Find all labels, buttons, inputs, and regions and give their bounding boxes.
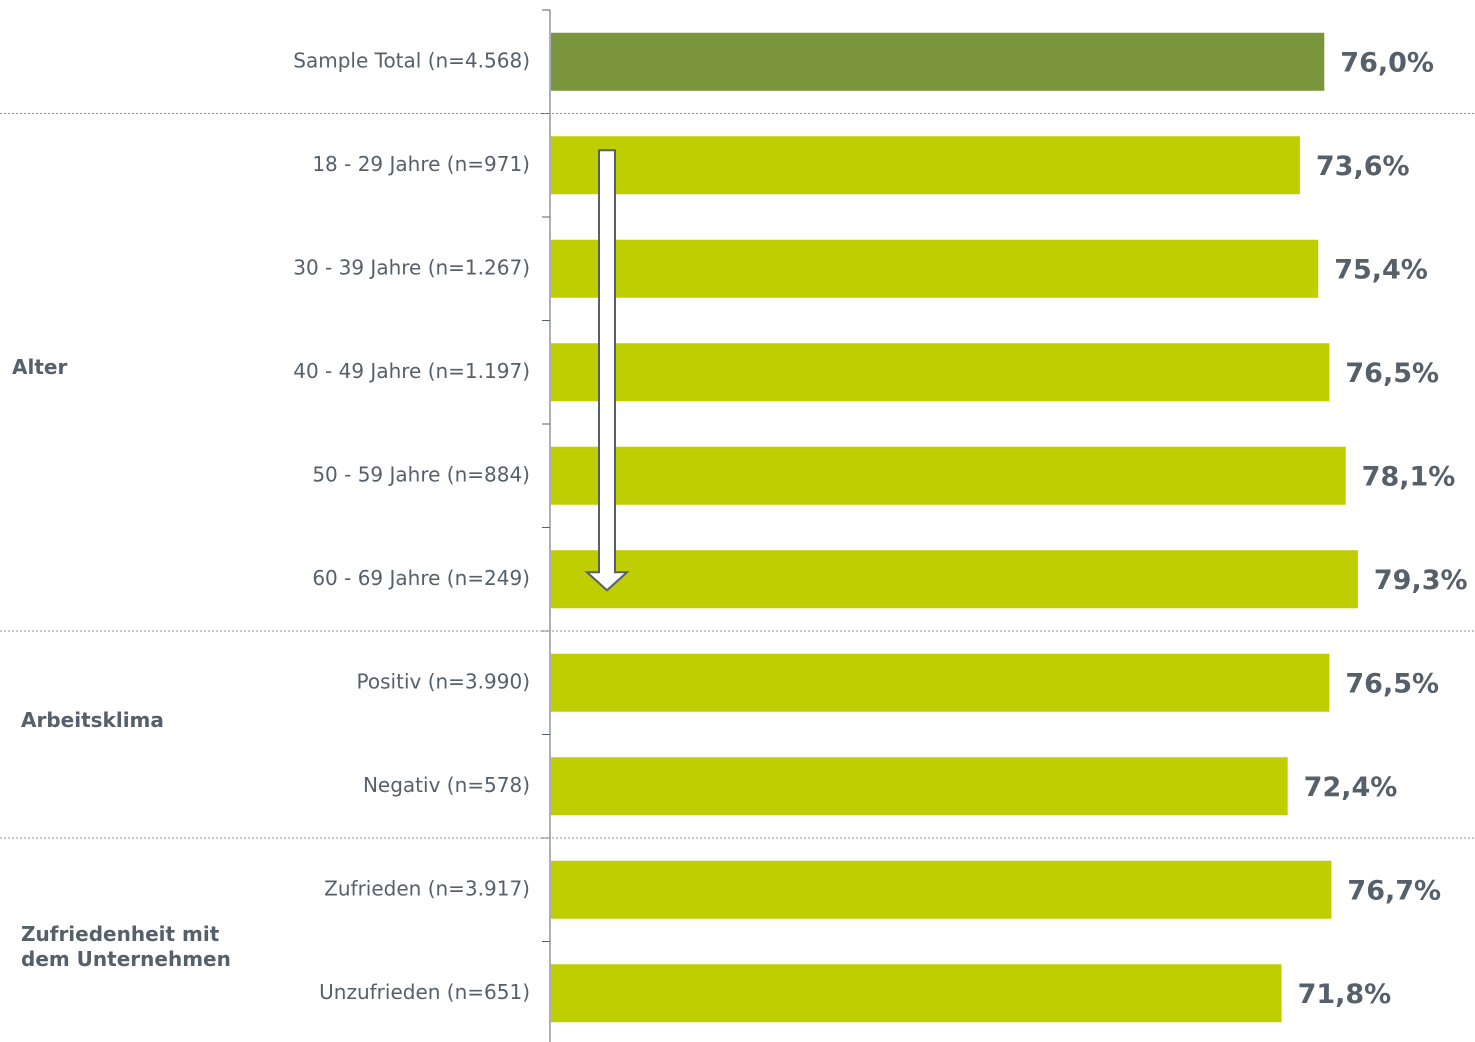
group-label-zufriedenheit-line2: dem Unternehmen — [21, 947, 231, 971]
bar — [551, 757, 1288, 816]
value-label: 73,6% — [1316, 151, 1410, 182]
bar — [551, 860, 1332, 919]
category-label: 50 - 59 Jahre (n=884) — [312, 462, 530, 486]
group-label-zufriedenheit: Zufriedenheit mit dem Unternehmen — [21, 922, 231, 972]
value-label: 71,8% — [1298, 979, 1392, 1010]
category-label: Positiv (n=3.990) — [357, 669, 530, 693]
bar — [551, 343, 1330, 402]
value-label: 76,5% — [1345, 668, 1439, 699]
value-label: 76,7% — [1347, 875, 1441, 906]
value-label: 79,3% — [1374, 565, 1468, 596]
value-label: 75,4% — [1334, 254, 1428, 285]
bar-total — [551, 32, 1325, 91]
value-label: 72,4% — [1304, 772, 1398, 803]
category-label: Zufrieden (n=3.917) — [324, 876, 530, 900]
bar — [551, 136, 1300, 195]
group-label-zufriedenheit-line1: Zufriedenheit mit — [21, 922, 220, 946]
category-label: 18 - 29 Jahre (n=971) — [312, 152, 530, 176]
bar — [551, 653, 1330, 712]
bar — [551, 964, 1282, 1023]
category-label: 40 - 49 Jahre (n=1.197) — [293, 359, 530, 383]
trend-arrow-icon — [584, 149, 630, 592]
bar — [551, 550, 1358, 609]
category-label: Negativ (n=578) — [363, 773, 530, 797]
group-label-alter: Alter — [12, 355, 68, 379]
value-label: 78,1% — [1362, 461, 1456, 492]
value-label: 76,0% — [1340, 47, 1434, 78]
bar — [551, 239, 1319, 298]
group-label-arbeitsklima: Arbeitsklima — [21, 708, 164, 732]
category-label: Sample Total (n=4.568) — [293, 48, 530, 72]
bar — [551, 446, 1346, 505]
category-label: Unzufrieden (n=651) — [319, 980, 530, 1004]
value-label: 76,5% — [1345, 358, 1439, 389]
category-label: 60 - 69 Jahre (n=249) — [312, 566, 530, 590]
category-label: 30 - 39 Jahre (n=1.267) — [293, 255, 530, 279]
